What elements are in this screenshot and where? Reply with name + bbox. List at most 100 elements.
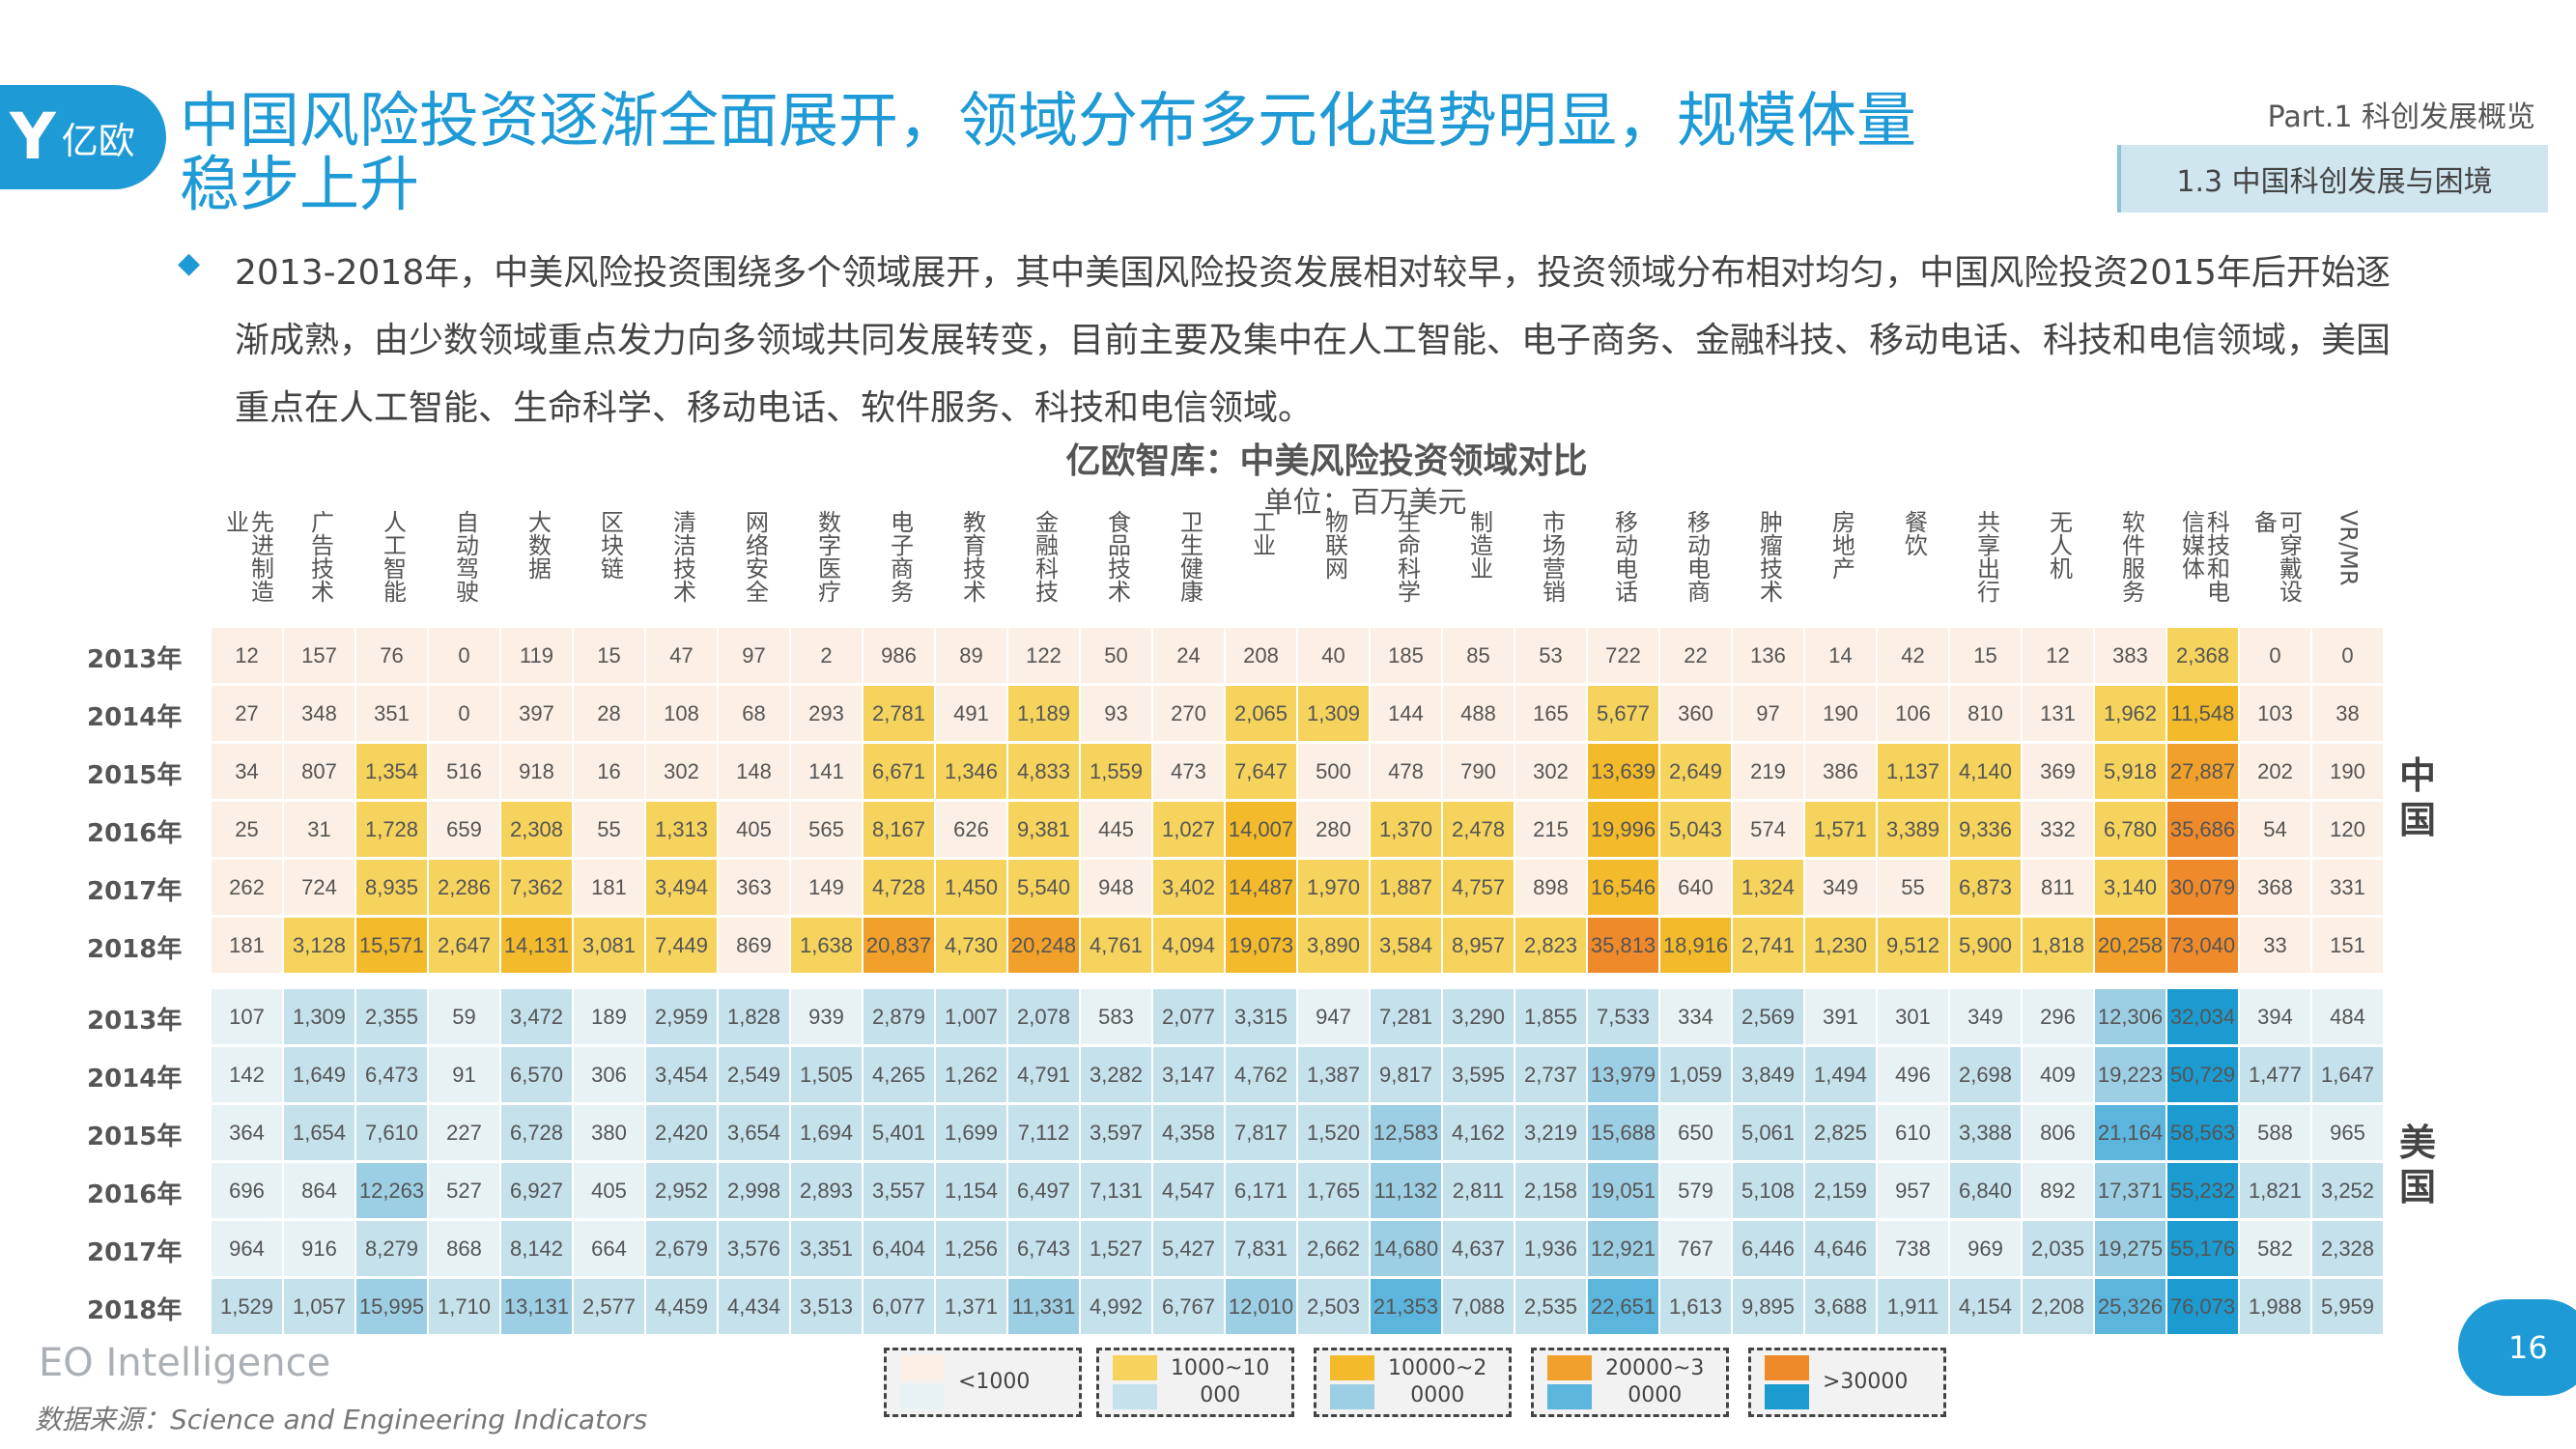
heatmap-cell: 21,164 [2095, 1105, 2166, 1160]
legend-swatch-us [1113, 1384, 1157, 1409]
heatmap-cell: 364 [212, 1105, 282, 1160]
heatmap-cell: 2,647 [429, 918, 499, 973]
column-header: 教育技术 [936, 510, 1008, 624]
heatmap-cell: 3,389 [1878, 802, 1948, 857]
heatmap-cell: 9,817 [1371, 1047, 1441, 1102]
heatmap-cell: 302 [646, 744, 717, 799]
heatmap-cell: 2,823 [1515, 918, 1586, 973]
heatmap-cell: 8,142 [501, 1221, 572, 1276]
heatmap-cell: 7,449 [646, 918, 717, 973]
legend-swatch-us [1765, 1384, 1809, 1409]
heatmap-cell: 2,741 [1733, 918, 1803, 973]
column-header-label: 人工智能 [379, 510, 407, 603]
heatmap-cell: 108 [646, 686, 717, 741]
heatmap-cell: 16 [574, 744, 644, 799]
legend-label: <1000 [958, 1369, 1030, 1396]
heatmap-cell: 6,728 [501, 1105, 572, 1160]
heatmap-cell: 1,189 [1008, 686, 1079, 741]
heatmap-cell: 30,079 [2167, 860, 2238, 915]
heatmap-cell: 0 [2240, 628, 2310, 683]
heatmap-cell: 948 [1081, 860, 1151, 915]
heatmap-cell: 368 [2240, 860, 2310, 915]
heatmap-cell: 1,324 [1733, 860, 1803, 915]
heatmap-cell: 2,662 [1298, 1221, 1369, 1276]
heatmap-cell: 20,248 [1008, 918, 1079, 973]
heatmap-cell: 2,035 [2023, 1221, 2093, 1276]
row-label: 2016年 [87, 1180, 183, 1209]
heatmap-cell: 14,131 [501, 918, 572, 973]
heatmap-cell: 12,263 [356, 1163, 427, 1218]
heatmap-cell: 484 [2312, 989, 2383, 1044]
heatmap-cell: 1,571 [1805, 802, 1876, 857]
heatmap-cell: 55 [1878, 860, 1948, 915]
heatmap-cell: 397 [501, 686, 572, 741]
heatmap-cell: 583 [1081, 989, 1151, 1044]
heatmap-cell: 7,112 [1008, 1105, 1079, 1160]
heatmap-cell: 1,559 [1081, 744, 1151, 799]
heatmap-cell: 3,597 [1081, 1105, 1151, 1160]
heatmap-cell: 2,649 [1660, 744, 1731, 799]
heatmap-cell: 14,487 [1226, 860, 1296, 915]
heatmap-cell: 5,427 [1153, 1221, 1224, 1276]
heatmap-cell: 3,147 [1153, 1047, 1224, 1102]
legend-label-line: 10000~2 [1388, 1356, 1487, 1380]
heatmap-cell: 55,176 [2167, 1221, 2238, 1276]
column-header: VR/MR [2312, 510, 2385, 624]
heatmap-cell: 391 [1805, 989, 1876, 1044]
heatmap-cell: 55,232 [2167, 1163, 2238, 1218]
heatmap-cell: 6,171 [1226, 1163, 1296, 1218]
heatmap-cell: 2,959 [646, 989, 717, 1044]
column-header: 区块链 [574, 510, 646, 624]
heatmap-cell: 50 [1081, 628, 1151, 683]
heatmap-cell: 11,132 [1371, 1163, 1441, 1218]
heatmap-cell: 6,570 [501, 1047, 572, 1102]
heatmap-cell: 2,825 [1805, 1105, 1876, 1160]
heatmap-cell: 12 [212, 628, 282, 683]
column-header-label: 大数据 [524, 510, 552, 580]
heatmap-cell: 1,477 [2240, 1047, 2310, 1102]
heatmap-cell: 31 [284, 802, 354, 857]
heatmap-cell: 1,970 [1298, 860, 1369, 915]
heatmap-cell: 348 [284, 686, 354, 741]
heatmap-cell: 1,911 [1878, 1279, 1948, 1334]
column-header-label: 移动电商 [1683, 510, 1711, 603]
chart-title: 亿欧智库：中美风险投资领域对比 [1065, 441, 1588, 481]
heatmap-cell: 957 [1878, 1163, 1948, 1218]
heatmap-cell: 4,265 [863, 1047, 934, 1102]
heatmap-cell: 4,761 [1081, 918, 1151, 973]
heatmap-cell: 1,057 [284, 1279, 354, 1334]
heatmap-cell: 270 [1153, 686, 1224, 741]
heatmap-cell: 1,520 [1298, 1105, 1369, 1160]
column-header: 制造业 [1443, 510, 1515, 624]
heatmap-cell: 0 [2312, 628, 2383, 683]
heatmap-cell: 6,077 [863, 1279, 934, 1334]
legend-item: >30000 [1748, 1348, 1946, 1417]
column-header-label: 市场营销 [1538, 510, 1566, 603]
heatmap-cell: 22 [1660, 628, 1731, 683]
heatmap-cell: 3,140 [2095, 860, 2166, 915]
column-header-label: 科技和电信媒体 [2177, 510, 2230, 603]
heatmap-cell: 2,811 [1443, 1163, 1514, 1218]
heatmap-cell: 6,473 [356, 1047, 427, 1102]
heatmap-cell: 640 [1660, 860, 1731, 915]
heatmap-cell: 5,401 [863, 1105, 934, 1160]
heatmap-cell: 3,290 [1443, 989, 1514, 1044]
column-header-label: 先进制造业 [221, 510, 274, 603]
heatmap-cell: 405 [574, 1163, 644, 1218]
legend-swatch-china [1113, 1355, 1157, 1380]
column-header-label: 区块链 [596, 510, 624, 580]
heatmap-cell: 869 [719, 918, 789, 973]
heatmap-cell: 6,671 [863, 744, 934, 799]
heatmap-cell: 2,503 [1298, 1279, 1369, 1334]
heatmap-cell: 76 [356, 628, 427, 683]
heatmap-cell: 1,654 [284, 1105, 354, 1160]
heatmap-cell: 405 [719, 802, 789, 857]
heatmap-cell: 6,404 [863, 1221, 934, 1276]
heatmap-cell: 11,331 [1008, 1279, 1079, 1334]
heatmap-cell: 24 [1153, 628, 1224, 683]
heatmap-cell: 738 [1878, 1221, 1948, 1276]
logo: Y 亿欧 [0, 85, 166, 189]
heatmap-cell: 4,833 [1008, 744, 1079, 799]
heatmap-cell: 1,694 [791, 1105, 862, 1160]
legend-swatch-us [1547, 1384, 1592, 1409]
